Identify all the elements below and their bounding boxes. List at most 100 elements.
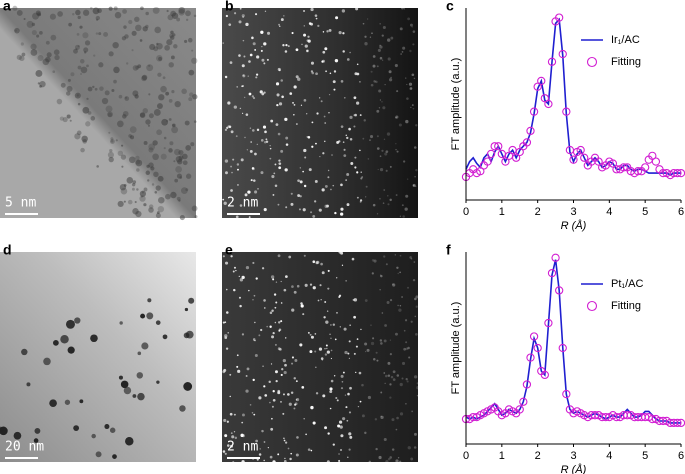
texture [239,278,244,282]
texture [134,94,139,99]
micrograph [222,250,420,464]
texture [300,304,304,308]
texture [394,254,396,256]
texture [395,194,398,196]
texture [293,85,297,89]
texture [354,166,357,169]
texture [403,347,407,351]
texture [240,158,244,162]
texture [86,64,89,68]
texture [413,446,417,449]
data-point [483,157,492,166]
texture [155,185,161,191]
texture [46,52,52,58]
texture [182,160,188,166]
texture [274,184,278,187]
texture [13,431,22,440]
texture [270,275,275,279]
texture [403,329,406,332]
texture [160,153,167,160]
texture [320,299,322,301]
texture [395,428,398,431]
texture [191,49,194,52]
texture [340,434,344,438]
texture [397,304,399,307]
texture [128,134,132,138]
texture [225,171,228,175]
texture [87,86,93,92]
texture [255,73,259,76]
texture [340,387,344,390]
texture [108,131,111,134]
texture [241,112,244,114]
texture [235,269,237,272]
texture [310,61,314,65]
texture [109,149,113,153]
texture [76,32,80,36]
texture [233,288,236,292]
texture [336,399,339,402]
texture [303,25,305,27]
texture [373,259,377,263]
texture [107,151,114,158]
texture [256,143,258,145]
x-axis-label: R (Å) [561,219,587,232]
texture [244,136,246,139]
texture [325,70,328,73]
texture [272,390,275,393]
texture [242,85,244,87]
texture [222,450,226,453]
texture [153,109,161,116]
texture [282,44,285,47]
texture [348,411,352,414]
texture [407,446,411,450]
texture [370,324,372,326]
texture [410,106,412,109]
texture [326,204,330,208]
legend-label: Fitting [611,56,641,68]
texture [354,72,358,76]
texture [21,52,26,57]
texture [307,448,311,451]
texture [83,47,89,53]
texture [60,82,66,88]
texture [154,191,158,194]
texture [38,13,41,17]
texture [277,132,281,136]
texture [64,399,71,405]
texture [228,23,232,27]
x-tick-label: 1 [499,450,505,462]
texture [135,210,142,218]
texture [166,9,169,13]
texture [389,165,392,168]
texture [124,96,128,99]
texture [406,178,409,180]
texture [125,437,134,446]
texture [295,398,298,401]
texture [340,212,344,216]
texture [312,260,316,264]
texture [306,136,308,138]
texture [178,9,185,16]
texture [311,71,315,75]
texture [127,199,133,205]
texture [98,62,104,68]
texture [303,184,307,188]
texture [408,356,411,359]
panel-label: e [225,242,233,258]
texture [372,64,376,68]
texture [355,7,359,11]
texture [163,136,167,140]
texture [168,118,172,121]
texture [386,132,391,136]
texture [314,333,317,335]
texture [297,77,301,81]
texture [303,254,306,257]
texture [147,179,150,182]
texture [291,308,295,312]
texture [108,6,113,11]
texture [414,297,417,301]
texture [101,97,109,105]
texture [280,280,282,283]
texture [401,50,404,53]
